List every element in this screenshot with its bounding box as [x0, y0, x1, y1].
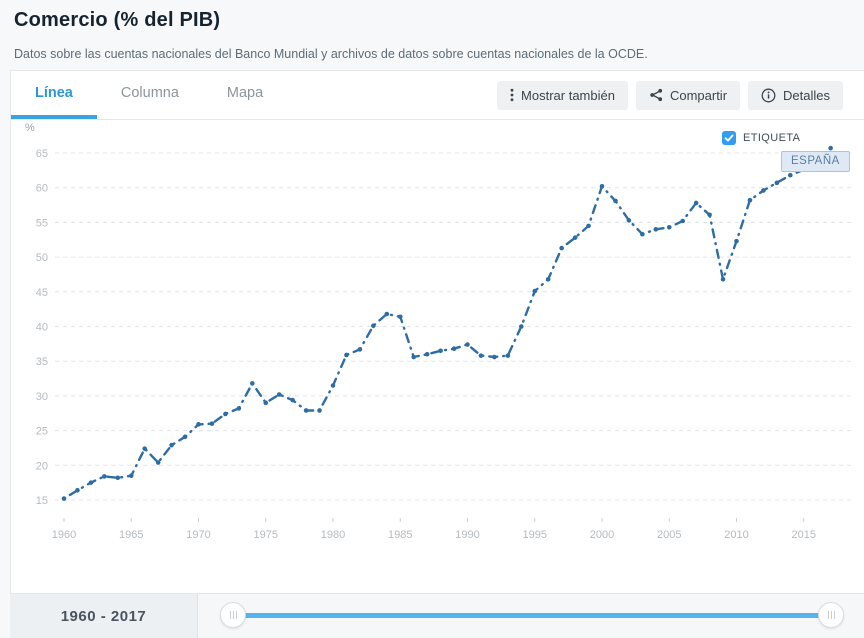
svg-text:1965: 1965	[119, 529, 143, 541]
slider-track[interactable]	[233, 613, 831, 618]
svg-text:40: 40	[36, 322, 48, 334]
svg-text:1985: 1985	[388, 529, 412, 541]
svg-text:35: 35	[36, 356, 48, 368]
svg-text:1975: 1975	[254, 529, 278, 541]
svg-text:25: 25	[36, 426, 48, 438]
tab-column-label: Columna	[120, 85, 179, 101]
kebab-icon	[510, 88, 514, 102]
chart-card: 15 20 25 30 35 40 45 50 55 60 65% 1960 1965 1970 1975 1…	[10, 70, 864, 593]
line-chart: 15 20 25 30 35 40 45 50 55 60 65% 1960 1965 1970 1975 1…	[25, 122, 853, 541]
svg-text:60: 60	[36, 183, 48, 195]
tab-line[interactable]: Línea	[11, 71, 97, 119]
share-icon	[649, 88, 663, 102]
label-toggle: ETIQUETA	[722, 131, 800, 145]
show-also-label: Mostrar también	[521, 87, 615, 103]
svg-text:1980: 1980	[321, 529, 345, 541]
page-title: Comercio (% del PIB)	[14, 9, 221, 31]
details-button[interactable]: Detalles	[748, 80, 843, 110]
svg-text:15: 15	[36, 495, 48, 507]
timeline-slider[interactable]	[198, 594, 864, 638]
series-label-espana: ESPAÑA	[781, 151, 850, 172]
page-header: Comercio (% del PIB) Datos sobre las cue…	[0, 0, 864, 70]
svg-text:20: 20	[36, 460, 48, 472]
tab-map[interactable]: Mapa	[203, 71, 287, 119]
chart-toolbar: Mostrar también Compartir Detalles	[497, 71, 864, 119]
tab-column[interactable]: Columna	[97, 71, 203, 119]
details-label: Detalles	[783, 87, 830, 103]
svg-text:30: 30	[36, 391, 48, 403]
svg-text:2000: 2000	[590, 529, 614, 541]
tab-map-label: Mapa	[226, 85, 264, 101]
svg-text:1995: 1995	[523, 529, 547, 541]
svg-text:55: 55	[36, 217, 48, 229]
page-subtitle: Datos sobre las cuentas nacionales del B…	[14, 47, 648, 61]
svg-text:2010: 2010	[724, 529, 748, 541]
svg-text:1970: 1970	[186, 529, 210, 541]
show-also-button[interactable]: Mostrar también	[497, 80, 628, 110]
info-icon	[761, 88, 776, 103]
svg-text:%: %	[25, 122, 35, 134]
svg-text:45: 45	[36, 287, 48, 299]
label-checkbox-label: ETIQUETA	[743, 132, 801, 144]
share-button[interactable]: Compartir	[635, 80, 741, 110]
svg-text:50: 50	[36, 252, 48, 264]
slider-handle-left[interactable]	[220, 602, 246, 628]
tab-line-label: Línea	[35, 85, 73, 101]
year-range-cell: 1960 - 2017	[10, 594, 198, 638]
svg-text:2015: 2015	[792, 529, 816, 541]
svg-text:65: 65	[36, 148, 48, 160]
svg-text:2005: 2005	[657, 529, 681, 541]
timeline-bar: 1960 - 2017	[10, 593, 864, 638]
chart-type-tabbar: Línea Columna Mapa Mostrar también Compa…	[11, 71, 864, 120]
slider-handle-right[interactable]	[818, 602, 844, 628]
year-range-label: 1960 - 2017	[60, 607, 147, 625]
svg-text:1960: 1960	[52, 529, 76, 541]
svg-text:1990: 1990	[455, 529, 479, 541]
share-label: Compartir	[669, 87, 728, 103]
label-checkbox[interactable]	[722, 131, 736, 145]
